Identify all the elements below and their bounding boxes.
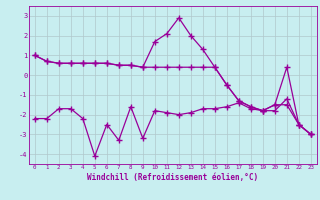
X-axis label: Windchill (Refroidissement éolien,°C): Windchill (Refroidissement éolien,°C)	[87, 173, 258, 182]
